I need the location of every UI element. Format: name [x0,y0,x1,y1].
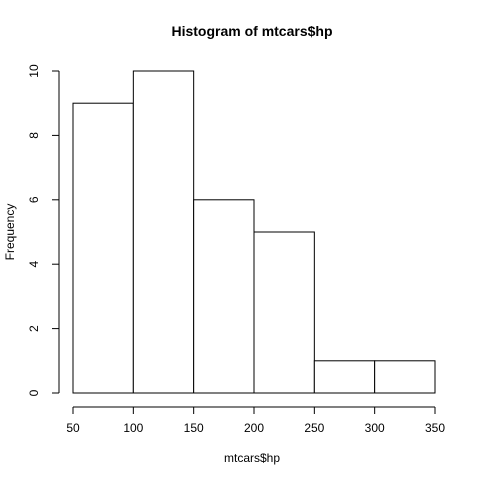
histogram-bar-3 [194,200,254,393]
x-tick-label-100: 100 [123,421,143,435]
histogram-bar-1 [73,103,133,393]
y-axis-label: Frequency [3,204,17,261]
y-tick-label-8: 8 [27,132,41,139]
x-axis: 50 100 150 200 250 300 350 [66,407,445,435]
x-tick-label-200: 200 [244,421,264,435]
x-tick-label-350: 350 [425,421,445,435]
histogram-bar-5 [314,361,374,393]
chart-title: Histogram of mtcars$hp [171,23,332,39]
y-tick-label-0: 0 [27,389,41,396]
x-tick-label-150: 150 [184,421,204,435]
bars-group [73,71,435,393]
x-tick-label-50: 50 [66,421,80,435]
histogram-bar-6 [375,361,435,393]
y-tick-label-10: 10 [27,64,41,78]
y-axis: 0 2 4 6 8 10 [27,64,59,396]
histogram-bar-4 [254,232,314,393]
x-tick-label-250: 250 [304,421,324,435]
x-axis-label: mtcars$hp [224,451,280,465]
y-tick-label-2: 2 [27,325,41,332]
histogram-bar-2 [133,71,193,393]
y-tick-label-6: 6 [27,196,41,203]
x-tick-label-300: 300 [365,421,385,435]
y-tick-label-4: 4 [27,261,41,268]
